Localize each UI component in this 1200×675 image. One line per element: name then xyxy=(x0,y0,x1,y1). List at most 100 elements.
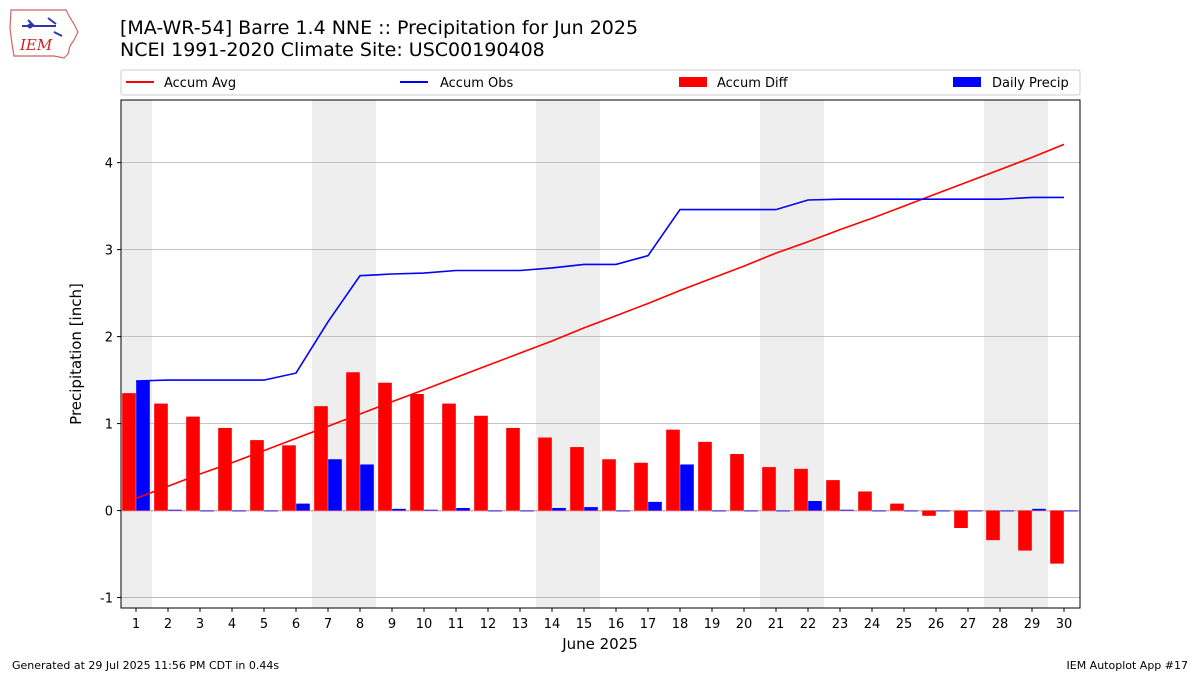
daily-precip-bar xyxy=(904,510,918,512)
accum-diff-bar xyxy=(474,415,488,511)
legend: Accum Avg Accum Obs Accum Diff Daily Pre… xyxy=(120,69,1081,96)
accum-diff-bar xyxy=(282,445,296,511)
accum-avg-line xyxy=(135,143,1065,500)
xtick-label: 23 xyxy=(832,617,849,632)
accum-diff-bar xyxy=(698,441,712,511)
xtick-label: 6 xyxy=(292,617,300,632)
daily-precip-bar xyxy=(616,510,630,512)
weekend-shade-1 xyxy=(121,100,152,608)
accum-diff-bar xyxy=(922,510,936,516)
xtick-label: 15 xyxy=(576,617,593,632)
xtick-label: 9 xyxy=(388,617,396,632)
accum-diff-bars xyxy=(122,372,1064,564)
daily-precip-bar xyxy=(136,380,150,511)
xtick-label: 14 xyxy=(544,617,561,632)
daily-precip-bar xyxy=(584,507,598,511)
xtick-label: 5 xyxy=(260,617,268,632)
y-axis-ticks: -1 0 1 2 3 4 xyxy=(100,157,121,607)
accum-diff-bar xyxy=(506,427,520,511)
accum-diff-bar xyxy=(826,480,840,511)
xtick-label: 25 xyxy=(896,617,913,632)
daily-precip-bar xyxy=(936,510,950,512)
legend-swatch-accum-diff xyxy=(679,77,707,87)
daily-precip-bar xyxy=(648,501,662,511)
legend-label-accum-avg: Accum Avg xyxy=(164,76,236,91)
weekend-shade-22 xyxy=(792,100,824,608)
accum-diff-bar xyxy=(378,382,392,511)
chart-title: [MA-WR-54] Barre 1.4 NNE :: Precipitatio… xyxy=(120,17,639,39)
xtick-label: 2 xyxy=(164,617,172,632)
xtick-label: 3 xyxy=(196,617,204,632)
xtick-label: 20 xyxy=(736,617,753,632)
accum-diff-bar xyxy=(954,510,968,528)
accum-diff-bar xyxy=(570,447,584,511)
accum-diff-bar xyxy=(890,503,904,511)
accum-diff-bar xyxy=(314,406,328,511)
xtick-label: 30 xyxy=(1056,617,1073,632)
xtick-label: 11 xyxy=(448,617,465,632)
xtick-label: 8 xyxy=(356,617,364,632)
accum-diff-bar xyxy=(762,467,776,511)
daily-precip-bar xyxy=(1064,510,1078,512)
daily-precip-bar xyxy=(360,464,374,511)
xtick-label: 28 xyxy=(992,617,1009,632)
daily-precip-bar xyxy=(968,510,982,512)
weekend-shade-8 xyxy=(344,100,376,608)
accum-diff-bar xyxy=(634,462,648,511)
legend-label-daily-precip: Daily Precip xyxy=(992,76,1069,91)
daily-precip-bar xyxy=(328,459,342,511)
daily-precip-bar xyxy=(264,510,278,512)
daily-precip-bar xyxy=(392,508,406,511)
xtick-label: 13 xyxy=(512,617,529,632)
daily-precip-bars xyxy=(136,380,1078,512)
iem-logo: IEM xyxy=(9,9,79,59)
accum-diff-bar xyxy=(730,454,744,511)
footer-generated-text: Generated at 29 Jul 2025 11:56 PM CDT in… xyxy=(12,659,280,672)
daily-precip-bar xyxy=(296,503,310,511)
ytick-label: 3 xyxy=(105,244,113,259)
xtick-label: 22 xyxy=(800,617,817,632)
accum-diff-bar xyxy=(666,429,680,511)
xtick-label: 16 xyxy=(608,617,625,632)
accum-diff-bar xyxy=(186,416,200,511)
weather-symbols-icon xyxy=(22,17,63,37)
accum-diff-bar xyxy=(122,393,136,511)
accum-diff-bar xyxy=(410,394,424,511)
daily-precip-bar xyxy=(808,501,822,511)
daily-precip-bar xyxy=(424,509,438,511)
accum-diff-bar xyxy=(794,468,808,511)
daily-precip-bar xyxy=(744,510,758,512)
xtick-label: 12 xyxy=(480,617,497,632)
accum-diff-bar xyxy=(602,459,616,511)
legend-swatch-daily-precip xyxy=(953,77,981,87)
accum-diff-bar xyxy=(858,491,872,511)
accum-diff-bar xyxy=(218,427,232,511)
daily-precip-bar xyxy=(776,510,790,512)
logo-text: IEM xyxy=(19,36,53,54)
y-gridlines xyxy=(121,162,1080,598)
accum-diff-bar xyxy=(538,437,552,511)
accum-obs-line xyxy=(135,196,1064,382)
daily-precip-bar xyxy=(840,509,854,511)
y-axis-label: Precipitation [inch] xyxy=(67,283,85,425)
weekend-shade-15 xyxy=(568,100,600,608)
xtick-label: 17 xyxy=(640,617,657,632)
chart-subtitle: NCEI 1991-2020 Climate Site: USC00190408 xyxy=(120,39,545,61)
xtick-label: 26 xyxy=(928,617,945,632)
daily-precip-bar xyxy=(168,509,182,511)
weekend-shade-21 xyxy=(760,100,792,608)
ytick-label: -1 xyxy=(100,592,113,607)
daily-precip-bar xyxy=(1032,508,1046,511)
legend-label-accum-obs: Accum Obs xyxy=(440,76,513,91)
xtick-label: 24 xyxy=(864,617,881,632)
daily-precip-bar xyxy=(712,510,726,512)
accum-diff-bar xyxy=(250,440,264,511)
ytick-label: 0 xyxy=(105,505,113,520)
xtick-label: 10 xyxy=(416,617,433,632)
daily-precip-bar xyxy=(200,510,214,512)
daily-precip-bar xyxy=(552,507,566,511)
daily-precip-bar xyxy=(1000,510,1014,512)
accum-diff-bar xyxy=(1050,510,1064,564)
xtick-label: 18 xyxy=(672,617,689,632)
